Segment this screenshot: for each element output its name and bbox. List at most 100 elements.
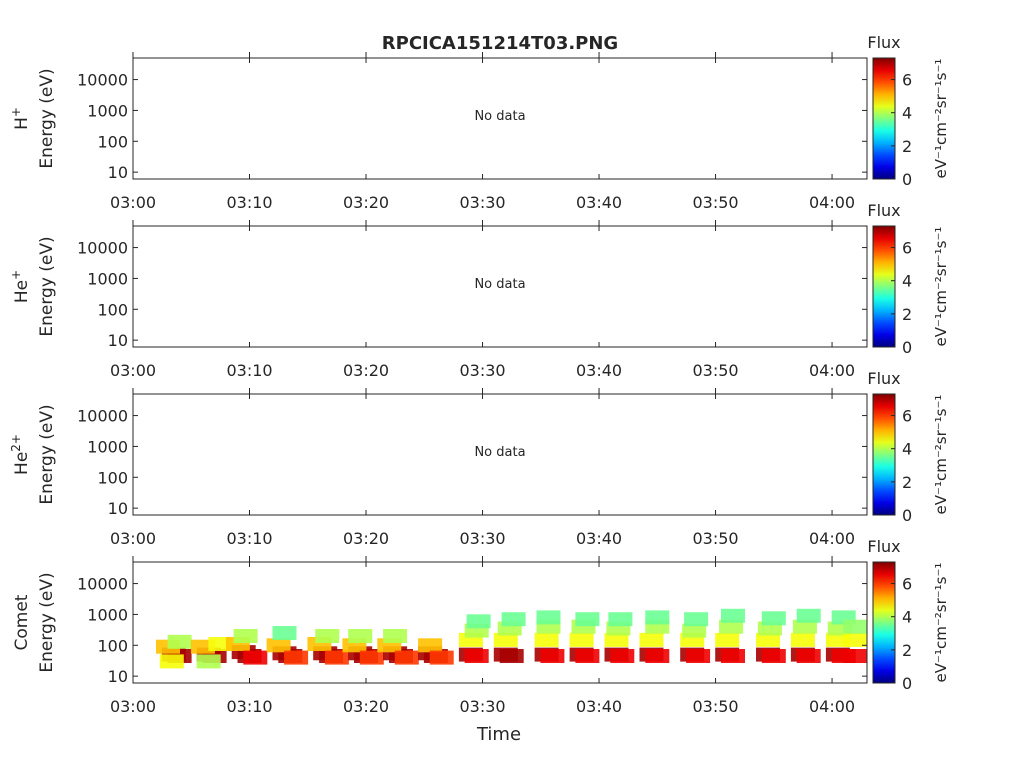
colorbar-units: eV⁻¹cm⁻²sr⁻¹s⁻¹	[932, 563, 950, 683]
flux-cell	[719, 619, 744, 634]
y-tick-label: 10000	[77, 575, 128, 594]
colorbar-tick-label: 6	[902, 407, 912, 426]
x-tick-label: 03:00	[110, 361, 156, 380]
x-tick-label: 04:00	[809, 193, 855, 212]
y-axis-label: Energy (eV)	[37, 68, 57, 168]
flux-cell	[196, 654, 221, 669]
flux-cell	[610, 649, 635, 663]
flux-cell	[429, 650, 454, 665]
flux-cell	[569, 632, 594, 647]
flux-cell	[843, 632, 868, 647]
x-tick-label: 03:00	[110, 529, 156, 548]
y-tick-label: 100	[97, 300, 128, 319]
flux-cell	[464, 649, 489, 663]
flux-cell	[536, 610, 561, 625]
colorbar	[872, 393, 896, 516]
x-tick-label: 03:30	[459, 193, 505, 212]
x-tick-label: 03:00	[110, 193, 156, 212]
no-data-message: No data	[474, 445, 525, 460]
x-axis-label: Time	[476, 724, 521, 745]
y-tick-label: 10	[108, 667, 128, 686]
colorbar-tick-label: 0	[902, 674, 912, 693]
colorbar-tick-label: 4	[902, 272, 912, 291]
colorbar-tick-label: 4	[902, 104, 912, 123]
colorbar-tick-label: 6	[902, 239, 912, 258]
y-tick-label: 1000	[87, 101, 128, 120]
y-tick-label: 10000	[77, 407, 128, 426]
y-tick-label: 10000	[77, 71, 128, 90]
x-tick-label: 03:50	[692, 529, 738, 548]
flux-cell	[575, 649, 600, 663]
no-data-message: No data	[474, 277, 525, 292]
colorbar	[872, 57, 896, 180]
y-tick-label: 1000	[87, 605, 128, 624]
flux-cell	[608, 612, 633, 627]
flux-cell	[790, 632, 815, 647]
figure-title: RPCICA151214T03.PNG	[382, 33, 618, 54]
species-label: Comet	[12, 594, 32, 650]
flux-cell	[348, 629, 373, 643]
colorbar-tick-label: 2	[902, 137, 912, 156]
flux-cell	[639, 632, 664, 647]
x-tick-label: 03:10	[226, 697, 272, 716]
colorbar-units: eV⁻¹cm⁻²sr⁻¹s⁻¹	[932, 59, 950, 179]
axes-box	[132, 393, 868, 516]
flux-cell	[796, 649, 821, 663]
flux-cell	[756, 632, 780, 647]
flux-cell	[284, 650, 309, 665]
flux-cell	[792, 619, 817, 634]
flux-cell	[466, 614, 491, 629]
flux-cell	[645, 610, 670, 625]
colorbar-title: Flux	[867, 369, 900, 388]
flux-cell	[843, 649, 868, 663]
flux-cell	[540, 649, 565, 663]
x-tick-label: 03:40	[576, 361, 622, 380]
x-tick-label: 03:10	[226, 193, 272, 212]
x-tick-label: 03:20	[343, 697, 389, 716]
x-tick-label: 03:50	[692, 697, 738, 716]
flux-cell	[684, 612, 709, 627]
flux-cell	[324, 650, 349, 665]
flux-cell	[501, 612, 526, 627]
flux-cell	[272, 626, 297, 640]
flux-cell	[761, 649, 786, 663]
colorbar-units: eV⁻¹cm⁻²sr⁻¹s⁻¹	[932, 395, 950, 515]
flux-cell	[604, 632, 629, 647]
flux-cell	[233, 629, 258, 643]
flux-cell	[383, 629, 408, 643]
panel-4: 10 100 1000 10000 03:00 03:10 03:20 03:30 03:40 0…	[12, 537, 950, 716]
x-tick-label: 03:10	[226, 361, 272, 380]
y-tick-label: 100	[97, 636, 128, 655]
flux-cell	[499, 649, 524, 663]
flux-cell	[359, 650, 384, 665]
species-label: He+	[9, 270, 32, 303]
x-tick-label: 03:20	[343, 529, 389, 548]
colorbar-title: Flux	[867, 33, 900, 52]
flux-cell	[575, 612, 600, 627]
flux-cell	[761, 611, 786, 626]
colorbar	[872, 561, 896, 684]
species-label: He2+	[9, 434, 32, 475]
x-tick-label: 03:40	[576, 697, 622, 716]
panel-3: No data 10 100 1000 10000 03:00 03:10 03:20 03:3…	[9, 369, 950, 548]
x-tick-label: 03:50	[692, 361, 738, 380]
panel-1: No data 10 100 1000 10000 03:00 03:10 03:20 03:3…	[9, 33, 950, 212]
x-tick-label: 03:20	[343, 361, 389, 380]
colorbar	[872, 225, 896, 348]
y-tick-label: 1000	[87, 437, 128, 456]
axes-box	[132, 561, 868, 684]
flux-cell	[721, 608, 745, 623]
y-axis-label: Energy (eV)	[37, 404, 57, 504]
flux-cell	[534, 632, 559, 647]
colorbar-tick-label: 6	[902, 71, 912, 90]
colorbar-tick-label: 0	[902, 506, 912, 525]
y-axis-label: Energy (eV)	[37, 572, 57, 672]
colorbar-tick-label: 0	[902, 338, 912, 357]
flux-cell	[159, 654, 184, 669]
colorbar-tick-label: 4	[902, 440, 912, 459]
panel-2: No data 10 100 1000 10000 03:00 03:10 03:20 03:3…	[9, 201, 950, 380]
x-tick-label: 04:00	[809, 697, 855, 716]
flux-cell	[721, 649, 745, 663]
